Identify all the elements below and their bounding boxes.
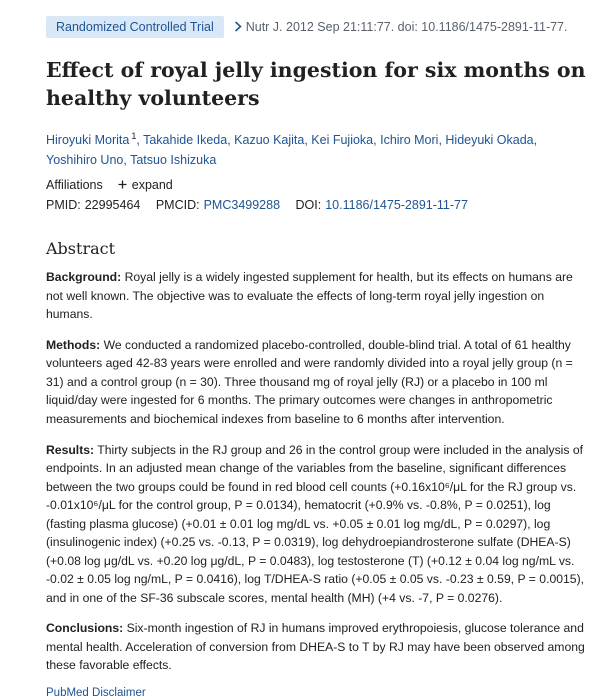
plus-icon: [117, 178, 129, 192]
abstract-heading: Abstract: [46, 239, 116, 259]
affiliation-marker[interactable]: 1: [131, 131, 137, 141]
conclusions-text: Six-month ingestion of RJ in humans impr…: [46, 621, 585, 673]
author-link[interactable]: Takahide Ikeda: [143, 133, 228, 148]
author-link[interactable]: Kazuo Kajita: [234, 133, 305, 148]
author-link[interactable]: Hiroyuki Morita: [46, 133, 130, 148]
expand-label: expand: [131, 178, 173, 193]
abstract-conclusions: Conclusions: Six-month ingestion of RJ i…: [46, 619, 591, 675]
results-text: Thirty subjects in the RJ group and 26 i…: [46, 442, 585, 605]
author-link[interactable]: Hideyuki Okada: [445, 133, 534, 148]
abstract-methods: Methods: We conducted a randomized place…: [46, 336, 591, 429]
identifiers-row: PMID: 22995464 PMCID: PMC3499288 DOI: 10.11…: [46, 198, 591, 212]
article-page: Randomized Controlled Trial Nutr J. 2012…: [46, 14, 591, 699]
author-list: Hiroyuki Morita 1, Takahide Ikeda, Kazuo …: [46, 131, 538, 168]
author-link[interactable]: Yoshihiro Uno: [46, 153, 124, 168]
doi-label: DOI:: [295, 198, 322, 213]
article-title: Effect of royal jelly ingestion for six …: [46, 58, 586, 110]
methods-label: Methods:: [46, 337, 101, 352]
doi-link[interactable]: 10.1186/1475-2891-11-77: [325, 198, 468, 213]
pmcid-label: PMCID:: [155, 198, 200, 213]
author-link[interactable]: Tatsuo Ishizuka: [130, 153, 217, 168]
author-link[interactable]: Kei Fujioka: [311, 133, 374, 148]
abstract-results: Results: Thirty subjects in the RJ group…: [46, 441, 591, 608]
background-label: Background:: [46, 270, 122, 285]
publication-type-badge[interactable]: Randomized Controlled Trial: [46, 16, 224, 38]
pmid-label: PMID:: [46, 198, 81, 213]
pubmed-disclaimer-link[interactable]: PubMed Disclaimer: [46, 686, 146, 699]
pmcid-link[interactable]: PMC3499288: [203, 198, 281, 213]
publication-header: Randomized Controlled Trial Nutr J. 2012…: [46, 14, 591, 40]
journal-citation[interactable]: Nutr J. 2012 Sep 21:11:77. doi: 10.1186/…: [245, 20, 568, 34]
results-label: Results:: [46, 442, 95, 457]
chevron-right-icon: [234, 20, 242, 35]
affiliations-row: Affiliations expand: [46, 178, 591, 192]
affiliations-label: Affiliations: [46, 178, 103, 193]
background-text: Royal jelly is a widely ingested supplem…: [46, 270, 573, 322]
author-link[interactable]: Ichiro Mori: [380, 133, 439, 148]
pmid-value: 22995464: [84, 198, 141, 213]
expand-affiliations-button[interactable]: expand: [117, 178, 173, 192]
conclusions-label: Conclusions:: [46, 621, 124, 636]
methods-text: We conducted a randomized placebo-contro…: [46, 337, 573, 426]
abstract-background: Background: Royal jelly is a widely inge…: [46, 268, 591, 324]
